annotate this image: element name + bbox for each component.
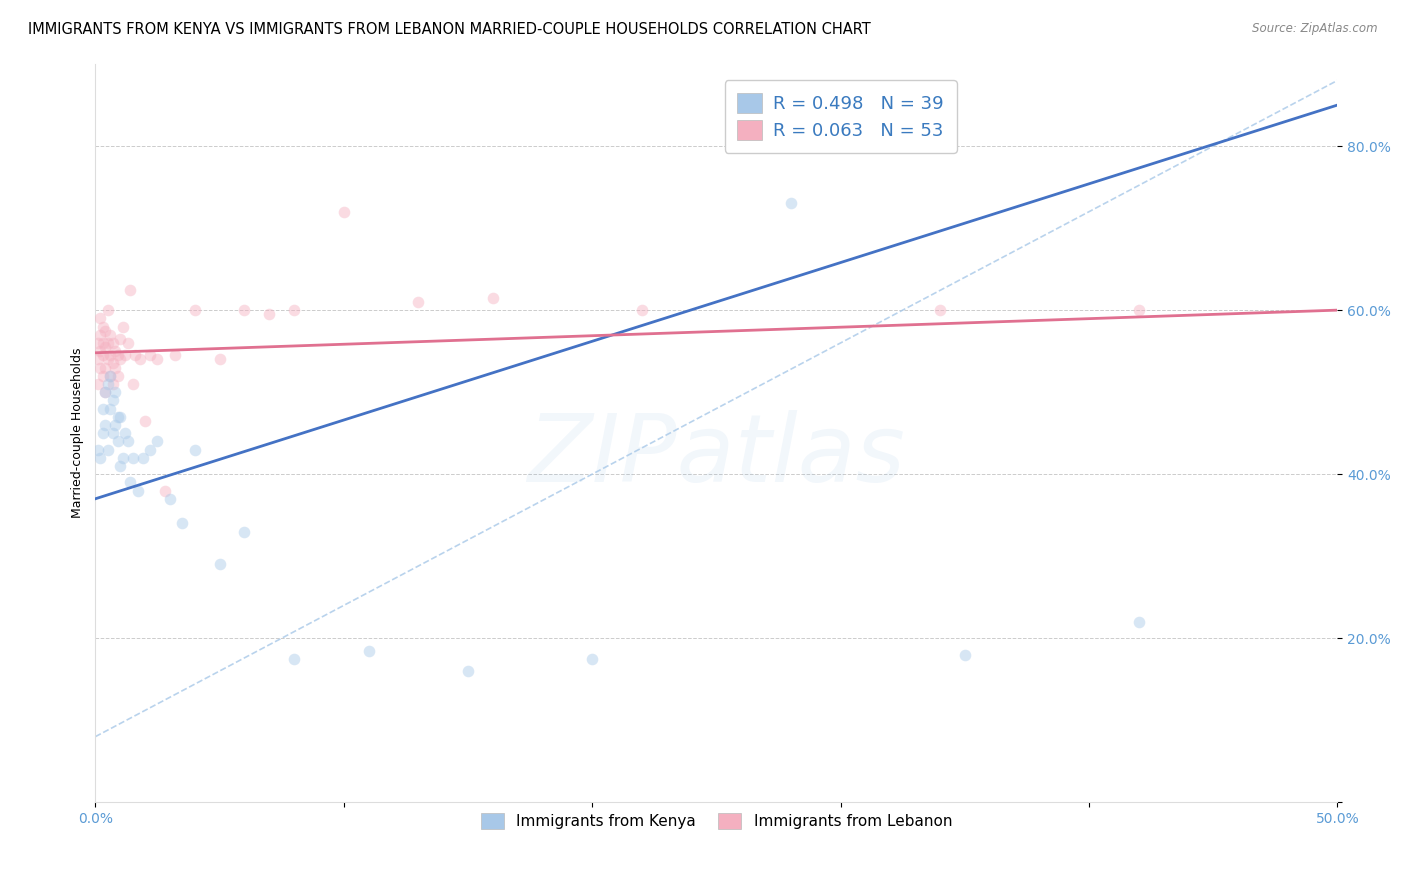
- Point: [101, 426, 124, 441]
- Point: [87, 352, 110, 367]
- Legend: Immigrants from Kenya, Immigrants from Lebanon: Immigrants from Kenya, Immigrants from L…: [475, 807, 959, 835]
- Point: [120, 283, 142, 297]
- Y-axis label: Married-couple Households: Married-couple Households: [72, 348, 84, 518]
- Point: [121, 450, 143, 465]
- Point: [101, 335, 124, 350]
- Point: [104, 344, 127, 359]
- Point: [98, 401, 121, 416]
- Point: [98, 368, 121, 383]
- Point: [107, 434, 129, 449]
- Point: [104, 417, 127, 432]
- Point: [183, 303, 205, 318]
- Point: [107, 409, 129, 424]
- Point: [233, 524, 256, 539]
- Point: [87, 442, 110, 457]
- Point: [91, 348, 114, 362]
- Point: [163, 348, 186, 362]
- Point: [159, 491, 181, 506]
- Point: [89, 344, 111, 359]
- Point: [101, 356, 124, 370]
- Point: [953, 648, 976, 662]
- Point: [114, 426, 136, 441]
- Point: [89, 450, 111, 465]
- Point: [91, 335, 114, 350]
- Point: [114, 348, 136, 362]
- Point: [233, 303, 256, 318]
- Point: [111, 319, 134, 334]
- Point: [129, 352, 152, 367]
- Point: [139, 442, 162, 457]
- Point: [91, 401, 114, 416]
- Point: [139, 348, 162, 362]
- Point: [146, 434, 169, 449]
- Point: [94, 385, 117, 400]
- Text: Source: ZipAtlas.com: Source: ZipAtlas.com: [1253, 22, 1378, 36]
- Point: [98, 348, 121, 362]
- Point: [631, 303, 654, 318]
- Point: [134, 414, 156, 428]
- Point: [91, 426, 114, 441]
- Point: [101, 376, 124, 391]
- Point: [183, 442, 205, 457]
- Point: [111, 450, 134, 465]
- Point: [1128, 615, 1150, 629]
- Point: [108, 332, 131, 346]
- Point: [208, 352, 231, 367]
- Point: [153, 483, 176, 498]
- Point: [283, 303, 305, 318]
- Point: [89, 327, 111, 342]
- Point: [482, 291, 505, 305]
- Point: [780, 196, 803, 211]
- Point: [283, 651, 305, 665]
- Point: [357, 643, 380, 657]
- Point: [89, 360, 111, 375]
- Point: [94, 385, 117, 400]
- Point: [146, 352, 169, 367]
- Point: [104, 385, 127, 400]
- Point: [97, 376, 120, 391]
- Point: [172, 516, 194, 531]
- Point: [124, 348, 146, 362]
- Point: [121, 376, 143, 391]
- Point: [97, 335, 120, 350]
- Point: [91, 368, 114, 383]
- Point: [406, 294, 429, 309]
- Point: [94, 324, 117, 338]
- Point: [87, 335, 110, 350]
- Point: [1128, 303, 1150, 318]
- Point: [98, 368, 121, 383]
- Point: [117, 335, 139, 350]
- Point: [97, 352, 120, 367]
- Point: [94, 417, 117, 432]
- Point: [98, 327, 121, 342]
- Point: [131, 450, 153, 465]
- Point: [94, 340, 117, 354]
- Point: [117, 434, 139, 449]
- Text: ZIPatlas: ZIPatlas: [527, 409, 905, 500]
- Point: [581, 651, 603, 665]
- Point: [89, 311, 111, 326]
- Point: [108, 352, 131, 367]
- Point: [929, 303, 952, 318]
- Point: [127, 483, 149, 498]
- Point: [108, 409, 131, 424]
- Point: [94, 360, 117, 375]
- Point: [101, 393, 124, 408]
- Point: [104, 360, 127, 375]
- Point: [107, 368, 129, 383]
- Point: [97, 303, 120, 318]
- Point: [208, 558, 231, 572]
- Point: [457, 664, 479, 678]
- Point: [87, 376, 110, 391]
- Point: [120, 475, 142, 490]
- Point: [91, 319, 114, 334]
- Point: [108, 458, 131, 473]
- Point: [97, 442, 120, 457]
- Point: [257, 307, 280, 321]
- Point: [332, 204, 354, 219]
- Point: [107, 348, 129, 362]
- Text: IMMIGRANTS FROM KENYA VS IMMIGRANTS FROM LEBANON MARRIED-COUPLE HOUSEHOLDS CORRE: IMMIGRANTS FROM KENYA VS IMMIGRANTS FROM…: [28, 22, 870, 37]
